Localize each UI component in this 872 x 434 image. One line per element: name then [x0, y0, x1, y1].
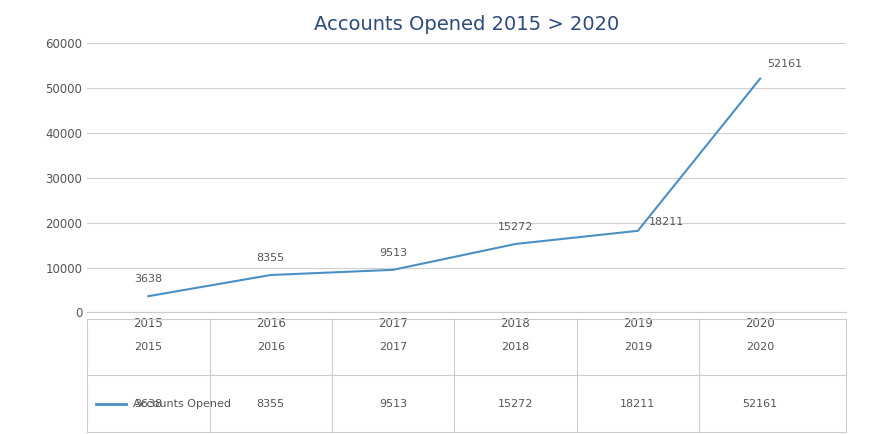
Text: 2015: 2015 — [134, 342, 162, 352]
Text: 8355: 8355 — [256, 398, 285, 409]
Text: 2018: 2018 — [501, 342, 529, 352]
Text: 3638: 3638 — [134, 274, 162, 284]
Text: 52161: 52161 — [767, 59, 802, 69]
Text: 2019: 2019 — [623, 342, 652, 352]
Text: 52161: 52161 — [743, 398, 778, 409]
Text: 15272: 15272 — [498, 222, 533, 232]
Text: 2016: 2016 — [256, 342, 285, 352]
Text: 2017: 2017 — [379, 342, 407, 352]
Text: 2020: 2020 — [746, 342, 774, 352]
Title: Accounts Opened 2015 > 2020: Accounts Opened 2015 > 2020 — [314, 14, 619, 33]
Text: Accounts Opened: Accounts Opened — [133, 398, 231, 409]
Text: 8355: 8355 — [256, 253, 285, 263]
Text: 15272: 15272 — [498, 398, 533, 409]
Text: 18211: 18211 — [620, 398, 656, 409]
Text: 9513: 9513 — [379, 398, 407, 409]
Text: 9513: 9513 — [379, 248, 407, 258]
Text: 18211: 18211 — [649, 217, 685, 227]
Text: 3638: 3638 — [134, 398, 162, 409]
